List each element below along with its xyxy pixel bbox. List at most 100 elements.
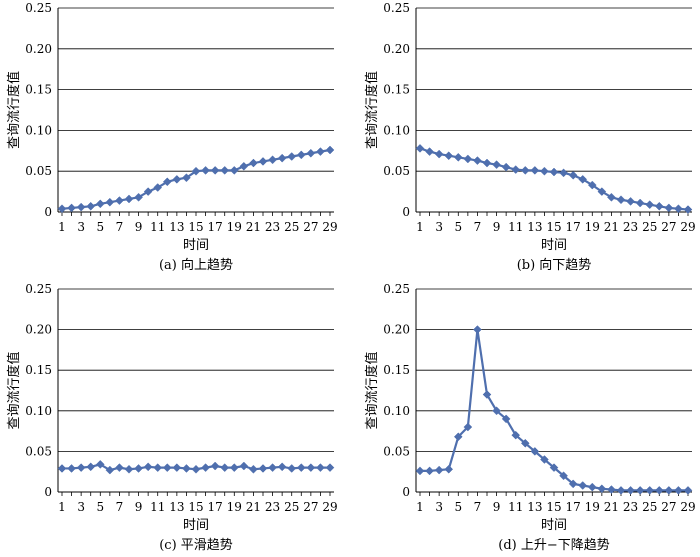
x-tick-label: 19 [227, 220, 242, 234]
data-point [268, 463, 277, 472]
data-point [57, 464, 67, 473]
x-tick-label: 15 [188, 220, 203, 234]
x-tick-label: 27 [661, 500, 676, 514]
data-point [463, 422, 473, 432]
data-point [249, 464, 258, 474]
x-tick-label: 17 [566, 220, 581, 234]
data-point [482, 390, 492, 399]
x-tick-label: 3 [435, 500, 443, 514]
data-point [105, 465, 115, 475]
data-point [182, 464, 191, 473]
y-tick-label: 0 [44, 205, 52, 219]
data-point [626, 486, 635, 495]
chart-caption: (a) 向上趋势 [159, 257, 233, 273]
data-point [635, 486, 645, 495]
data-point [415, 466, 425, 476]
data-point [220, 166, 230, 175]
data-point [549, 463, 559, 472]
x-tick-label: 21 [604, 220, 619, 234]
x-tick-label: 9 [493, 220, 501, 234]
data-point [664, 486, 674, 495]
data-point [607, 485, 616, 494]
y-tick-label: 0.25 [383, 282, 410, 296]
data-point [95, 460, 105, 469]
data-point [501, 414, 511, 424]
y-tick-label: 0.20 [383, 42, 410, 56]
x-tick-label: 7 [474, 500, 482, 514]
y-tick-label: 0.05 [25, 164, 52, 178]
x-tick-label: 7 [474, 220, 482, 234]
x-tick-label: 11 [508, 220, 523, 234]
data-point [210, 166, 220, 175]
data-point [153, 183, 163, 192]
data-point [249, 158, 258, 168]
x-tick-label: 29 [680, 220, 695, 234]
y-tick-label: 0.10 [25, 123, 52, 137]
data-point [229, 166, 239, 175]
data-point [530, 447, 540, 456]
data-point [645, 200, 655, 210]
data-point [683, 486, 693, 495]
chart-caption: (d) 上升−下降趋势 [498, 537, 610, 553]
data-point [258, 157, 268, 166]
x-tick-label: 13 [169, 500, 184, 514]
data-point [597, 484, 607, 494]
x-tick-label: 5 [96, 220, 104, 234]
data-point [674, 204, 683, 214]
x-axis-label: 时间 [541, 518, 567, 533]
x-tick-label: 1 [416, 220, 424, 234]
data-point [444, 464, 454, 474]
data-point [67, 464, 76, 473]
data-point [587, 482, 597, 492]
data-point [664, 203, 674, 213]
data-point [296, 463, 306, 472]
x-tick-label: 21 [246, 500, 261, 514]
chart-caption: (b) 向下趋势 [517, 257, 592, 273]
x-tick-label: 27 [303, 500, 318, 514]
x-tick-label: 29 [322, 500, 337, 514]
data-point [57, 204, 67, 214]
x-tick-label: 17 [208, 500, 223, 514]
chart-panel-4: 00.050.100.150.200.251 3 5 7 9 11 13 15 17 19 21 23… [364, 282, 696, 553]
y-tick-label: 0.15 [383, 83, 410, 97]
data-point [76, 463, 86, 472]
data-point [578, 175, 588, 184]
data-point [520, 438, 530, 448]
y-tick-label: 0 [402, 485, 410, 499]
data-point [153, 463, 163, 472]
x-tick-label: 1 [58, 500, 66, 514]
y-tick-label: 0.25 [25, 282, 52, 296]
x-tick-label: 19 [585, 500, 600, 514]
chart-panel-2: 00.050.100.150.200.251 3 5 7 9 11 13 15 17 19 21 23… [364, 1, 696, 273]
y-tick-label: 0.10 [25, 404, 52, 418]
data-point [191, 166, 201, 176]
y-tick-label: 0.10 [383, 404, 410, 418]
x-tick-label: 21 [246, 220, 261, 234]
data-point [325, 463, 335, 472]
data-point [654, 201, 664, 211]
data-point [124, 464, 134, 474]
data-point [210, 461, 220, 471]
chart-panel-3: 00.050.100.150.200.251 3 5 7 9 11 13 15 17 19 21 23… [6, 282, 338, 553]
data-point [501, 162, 511, 172]
data-point [549, 167, 559, 177]
data-point [559, 168, 568, 178]
data-point [453, 152, 463, 162]
data-point [201, 463, 210, 472]
x-tick-label: 27 [661, 220, 676, 234]
data-point [540, 166, 549, 176]
x-tick-label: 25 [642, 500, 657, 514]
x-tick-label: 1 [58, 220, 66, 234]
x-tick-label: 11 [150, 500, 165, 514]
y-tick-label: 0.15 [25, 363, 52, 377]
x-tick-label: 9 [135, 500, 143, 514]
data-point [172, 463, 182, 472]
data-point [415, 143, 425, 153]
data-point [296, 150, 306, 160]
data-point [134, 464, 143, 473]
data-point [444, 151, 454, 161]
x-tick-label: 25 [284, 500, 299, 514]
x-tick-label: 11 [150, 220, 165, 234]
y-tick-label: 0.15 [25, 83, 52, 97]
